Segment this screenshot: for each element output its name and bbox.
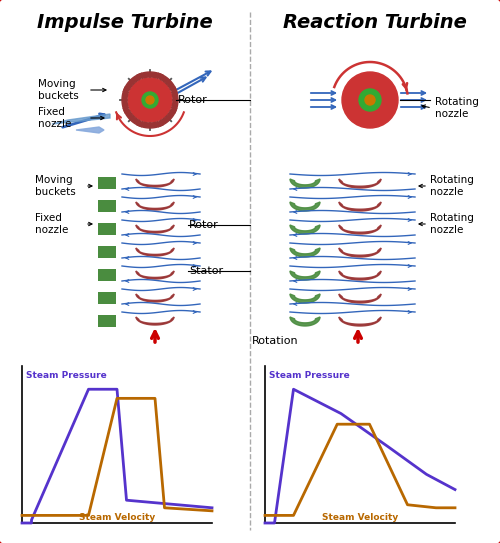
Text: Steam Velocity: Steam Velocity xyxy=(322,513,398,521)
Polygon shape xyxy=(158,108,177,127)
Polygon shape xyxy=(290,317,320,326)
Circle shape xyxy=(342,72,398,128)
Polygon shape xyxy=(136,179,174,187)
Polygon shape xyxy=(339,248,381,257)
FancyBboxPatch shape xyxy=(98,223,116,235)
Polygon shape xyxy=(136,225,174,233)
Circle shape xyxy=(142,92,158,108)
FancyBboxPatch shape xyxy=(98,292,116,304)
Polygon shape xyxy=(136,122,164,128)
Polygon shape xyxy=(136,271,174,279)
Polygon shape xyxy=(339,294,381,303)
Text: Rotating
nozzle: Rotating nozzle xyxy=(430,213,474,235)
Text: Steam Velocity: Steam Velocity xyxy=(79,513,155,521)
Polygon shape xyxy=(290,202,320,211)
Polygon shape xyxy=(136,294,174,302)
Polygon shape xyxy=(339,225,381,234)
Text: Moving
buckets: Moving buckets xyxy=(35,175,76,197)
Polygon shape xyxy=(290,271,320,280)
Polygon shape xyxy=(290,294,320,303)
Polygon shape xyxy=(123,108,142,127)
Text: Fixed
nozzle: Fixed nozzle xyxy=(35,213,68,235)
Circle shape xyxy=(365,95,375,105)
Polygon shape xyxy=(136,202,174,210)
FancyBboxPatch shape xyxy=(98,200,116,212)
Polygon shape xyxy=(123,73,142,92)
Polygon shape xyxy=(339,271,381,280)
Polygon shape xyxy=(339,202,381,211)
Polygon shape xyxy=(136,317,174,325)
FancyBboxPatch shape xyxy=(98,269,116,281)
Text: Fixed
nozzle: Fixed nozzle xyxy=(38,107,72,129)
Text: Steam Pressure: Steam Pressure xyxy=(269,370,350,380)
Text: Reaction Turbine: Reaction Turbine xyxy=(283,12,467,31)
Polygon shape xyxy=(290,248,320,257)
Circle shape xyxy=(359,89,381,111)
Polygon shape xyxy=(339,179,381,188)
FancyBboxPatch shape xyxy=(98,177,116,189)
Polygon shape xyxy=(76,127,104,133)
Text: Stator: Stator xyxy=(189,266,223,276)
Text: Rotating
nozzle: Rotating nozzle xyxy=(430,175,474,197)
Circle shape xyxy=(146,96,154,104)
Text: Steam Pressure: Steam Pressure xyxy=(26,370,107,380)
Polygon shape xyxy=(290,179,320,188)
Circle shape xyxy=(128,78,172,122)
FancyBboxPatch shape xyxy=(98,315,116,327)
Polygon shape xyxy=(136,248,174,256)
Text: Rotor: Rotor xyxy=(189,220,219,230)
Polygon shape xyxy=(172,86,178,113)
Text: Rotation: Rotation xyxy=(252,336,298,346)
FancyBboxPatch shape xyxy=(98,246,116,258)
Polygon shape xyxy=(158,73,177,92)
Text: Rotor: Rotor xyxy=(178,95,208,105)
Text: Moving
buckets: Moving buckets xyxy=(38,79,79,101)
Polygon shape xyxy=(136,72,164,78)
Text: Rotating
nozzle: Rotating nozzle xyxy=(435,97,479,119)
Text: Impulse Turbine: Impulse Turbine xyxy=(37,12,213,31)
Polygon shape xyxy=(122,86,128,113)
Polygon shape xyxy=(290,225,320,234)
Polygon shape xyxy=(339,317,381,326)
Polygon shape xyxy=(52,114,110,124)
